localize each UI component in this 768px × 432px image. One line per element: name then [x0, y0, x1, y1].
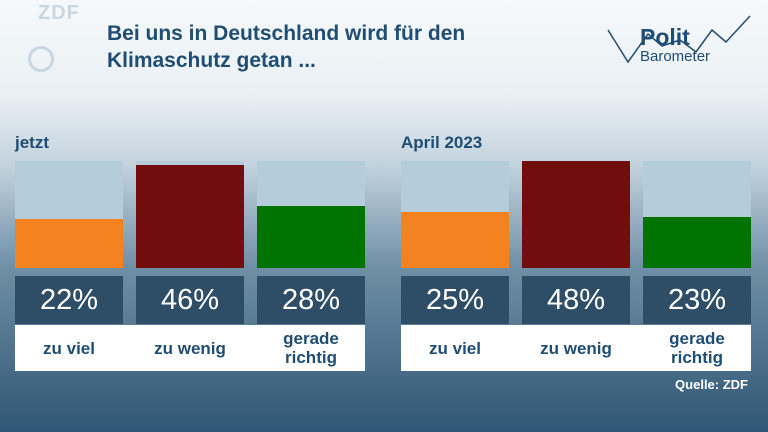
category-label: zu viel: [429, 338, 481, 358]
zdf-logo-mark: [28, 46, 54, 72]
value-label: 46%: [136, 276, 244, 324]
category-label: zu wenig: [540, 338, 612, 358]
bar-gerade-richtig: [643, 217, 751, 268]
politbarometer-logo-graphic: [607, 15, 751, 64]
bar-track: [136, 161, 244, 268]
value-label: 23%: [643, 276, 751, 324]
bar-track: [522, 161, 630, 268]
bar-zu-wenig: [522, 161, 630, 268]
bar-track: [643, 161, 751, 268]
category-label: gerade richtig: [669, 329, 725, 367]
bar-track: [15, 161, 123, 268]
bar-track: [257, 161, 365, 268]
category-label: zu viel: [43, 338, 95, 358]
bar-zu-wenig: [136, 165, 244, 268]
value-label: 25%: [401, 276, 509, 324]
bar-zu-viel: [15, 219, 123, 268]
group-label: April 2023: [401, 133, 483, 152]
bar-track: [401, 161, 509, 268]
value-label: 48%: [522, 276, 630, 324]
bar-gerade-richtig: [257, 206, 365, 268]
value-label: 22%: [15, 276, 123, 324]
chart-title: Bei uns in Deutschland wird für den Klim…: [107, 22, 466, 72]
value-label: 28%: [257, 276, 365, 324]
politbarometer-logo-barometer: Barometer: [640, 48, 711, 65]
source-note: Quelle: ZDF: [675, 377, 748, 392]
bar-zu-viel: [401, 212, 509, 268]
category-band: [401, 325, 751, 371]
zdf-logo-text: ZDF: [38, 2, 80, 24]
category-label: gerade richtig: [283, 329, 339, 367]
politbarometer-logo-polit: Polit: [640, 24, 690, 50]
zdf-logo: [14, 22, 80, 72]
category-label: zu wenig: [154, 338, 226, 358]
category-band: [15, 325, 365, 371]
group-label: jetzt: [15, 133, 49, 152]
